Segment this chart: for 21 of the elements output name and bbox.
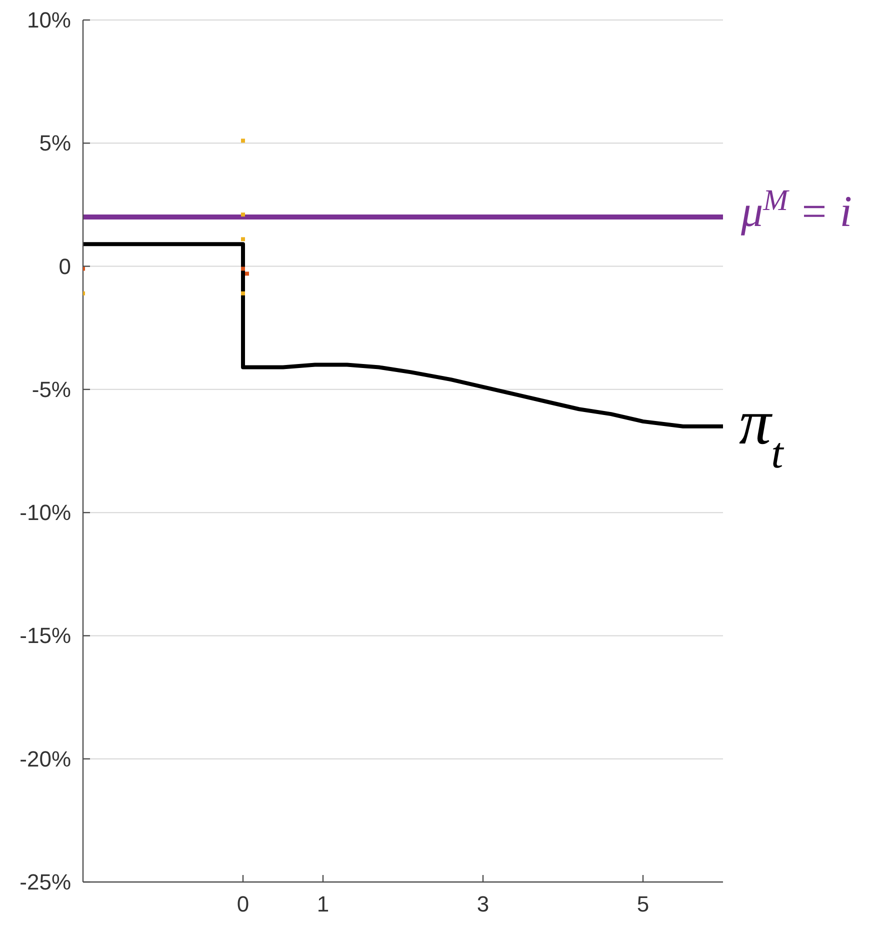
point — [241, 212, 245, 217]
y-tick-label: 0 — [58, 254, 71, 279]
point — [241, 237, 245, 242]
point — [245, 272, 249, 276]
y-tick-label: 5% — [39, 130, 71, 156]
x-tick-label: 1 — [316, 892, 330, 917]
point — [241, 266, 245, 271]
x-tick-label: 0 — [236, 892, 250, 917]
x-tick-label: 5 — [636, 892, 650, 917]
point — [241, 291, 245, 296]
y-tick-label: -15% — [20, 623, 71, 648]
series-label: π$_{t}$ — [739, 386, 784, 478]
y-tick-label: -25% — [20, 870, 71, 894]
y-tick-label: -10% — [20, 500, 71, 526]
point — [241, 138, 245, 143]
y-tick-label: -5% — [32, 376, 71, 402]
y-tick-label: -20% — [20, 746, 71, 772]
y-tick-label: 10% — [26, 8, 71, 32]
line-series — [83, 242, 723, 428]
x-tick-label: 3 — [476, 892, 490, 917]
series-label: μ$^{M}$ = i — [740, 184, 852, 236]
